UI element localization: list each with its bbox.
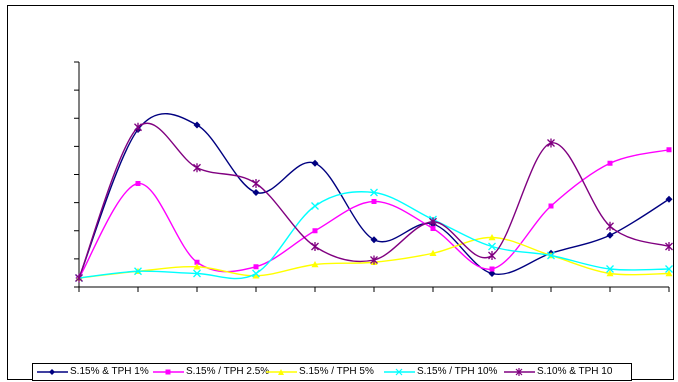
series-5-point: [665, 242, 673, 251]
series-5-point: [134, 122, 142, 132]
series-2-point: [607, 160, 613, 166]
series-1-point: [252, 189, 260, 196]
series-4-point: [488, 242, 496, 251]
series-line-2: [78, 149, 670, 279]
series-5-point: [193, 163, 201, 173]
series-3-point: [252, 272, 260, 279]
series-5-point: [606, 221, 614, 231]
series-4-point: [370, 188, 378, 197]
legend-swatch-4: [384, 368, 415, 376]
series-1-point: [311, 159, 319, 167]
series-3-point: [665, 270, 673, 277]
series-4-point: [134, 267, 142, 276]
legend-label-5: S.10% & TPH 10: [537, 366, 613, 377]
series-3-point: [606, 270, 614, 277]
series-4-point: [606, 265, 614, 273]
series-5-point: [488, 251, 496, 260]
series-4-point: [311, 202, 319, 210]
series-5-point: [75, 273, 83, 283]
series-line-1: [78, 112, 670, 279]
series-4-point: [547, 251, 555, 260]
series-5-point: [311, 242, 319, 251]
series-4-point: [665, 265, 673, 273]
series-5-point: [370, 255, 378, 265]
series-1-point: [488, 270, 496, 277]
legend-swatch-5: [504, 368, 535, 376]
series-2-point: [371, 199, 377, 204]
series-3-point: [193, 263, 201, 270]
legend-swatch-1: [37, 369, 68, 375]
series-2-point: [253, 264, 259, 270]
legend-swatch-3: [266, 369, 297, 375]
series-2-point: [194, 259, 200, 265]
series-2-point: [430, 226, 436, 231]
series-4-point: [193, 269, 201, 278]
series-1-point: [665, 195, 673, 203]
series-2-point: [666, 147, 672, 153]
series-3-point: [311, 261, 319, 268]
legend-label-4: S.15% / TPH 10%: [417, 366, 498, 377]
legend-label-2: S.15% / TPH 2.5%: [186, 366, 270, 377]
series-2-point: [312, 228, 318, 234]
legend-label-1: S.15% & TPH 1%: [70, 366, 149, 377]
legend: S.15% & TPH 1% S.15% / TPH 2.5% S.15% / TP…: [32, 363, 632, 381]
chart-area-border: [7, 5, 674, 380]
legend-label-3: S.15% / TPH 5%: [299, 366, 374, 377]
series-1-point: [606, 231, 614, 239]
series-2-point: [135, 181, 141, 186]
series-5-point: [252, 179, 260, 188]
series-2-point: [548, 203, 554, 209]
series-4-point: [252, 269, 260, 278]
legend-swatch-2: [153, 369, 184, 375]
series-5-point: [429, 217, 437, 227]
series-3-point: [429, 249, 437, 257]
series-1-point: [370, 236, 378, 244]
series-2-point: [489, 266, 495, 272]
series-3-point: [488, 234, 496, 241]
series-5-point: [547, 138, 555, 148]
series-1-point: [193, 121, 201, 129]
